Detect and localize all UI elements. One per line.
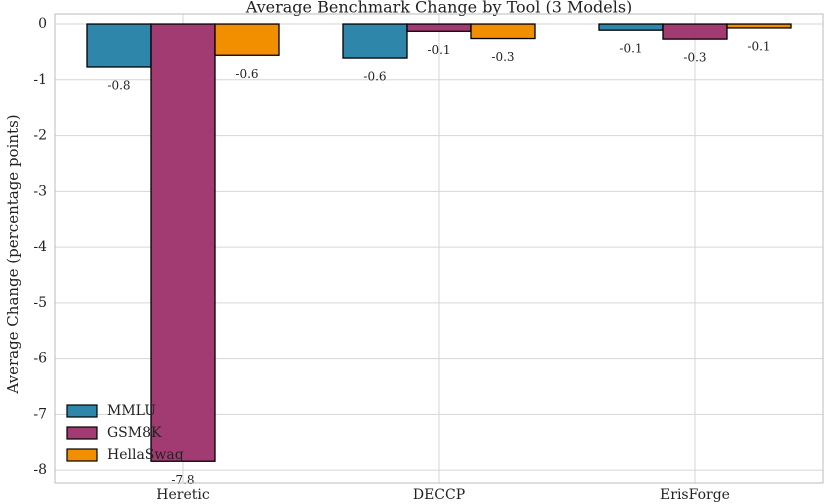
x-tick-label: DECCP [413,487,465,503]
data-label: -0.6 [235,67,258,81]
x-tick-label: Heretic [156,487,210,503]
data-label: -0.3 [491,50,514,64]
data-label: -0.1 [427,43,450,57]
legend-label: GSM8K [107,425,162,441]
bar [406,23,472,32]
bar [150,23,216,462]
plot-frame [54,13,824,484]
bar [342,23,408,59]
bar [662,23,728,40]
y-tick-label: -1 [33,72,47,88]
bar [598,23,664,31]
y-tick-label: -6 [33,351,47,367]
bar [726,23,792,29]
y-tick-label: -5 [33,295,47,311]
bar [86,23,152,68]
data-label: -0.1 [747,39,770,53]
y-tick-label: -3 [33,183,47,199]
data-label: -0.1 [619,42,642,56]
bar [470,23,536,40]
bar [214,23,280,56]
data-label: -0.8 [107,78,130,92]
chart-title: Average Benchmark Change by Tool (3 Mode… [245,0,633,17]
legend-label: HellaSwag [107,447,184,463]
y-tick-label: 0 [38,16,47,32]
legend-swatch [66,404,98,418]
data-label: -0.6 [363,70,386,84]
y-tick-label: -8 [33,462,47,478]
data-label: -7.8 [171,473,194,487]
y-tick-label: -7 [33,406,47,422]
x-tick-label: ErisForge [660,487,730,503]
legend-label: MMLU [107,403,156,419]
data-label: -0.3 [683,51,706,65]
y-tick-label: -2 [33,128,47,144]
legend-swatch [66,448,98,462]
legend-swatch [66,426,98,440]
y-axis-label: Average Change (percentage points) [4,114,22,394]
y-tick-label: -4 [33,239,47,255]
